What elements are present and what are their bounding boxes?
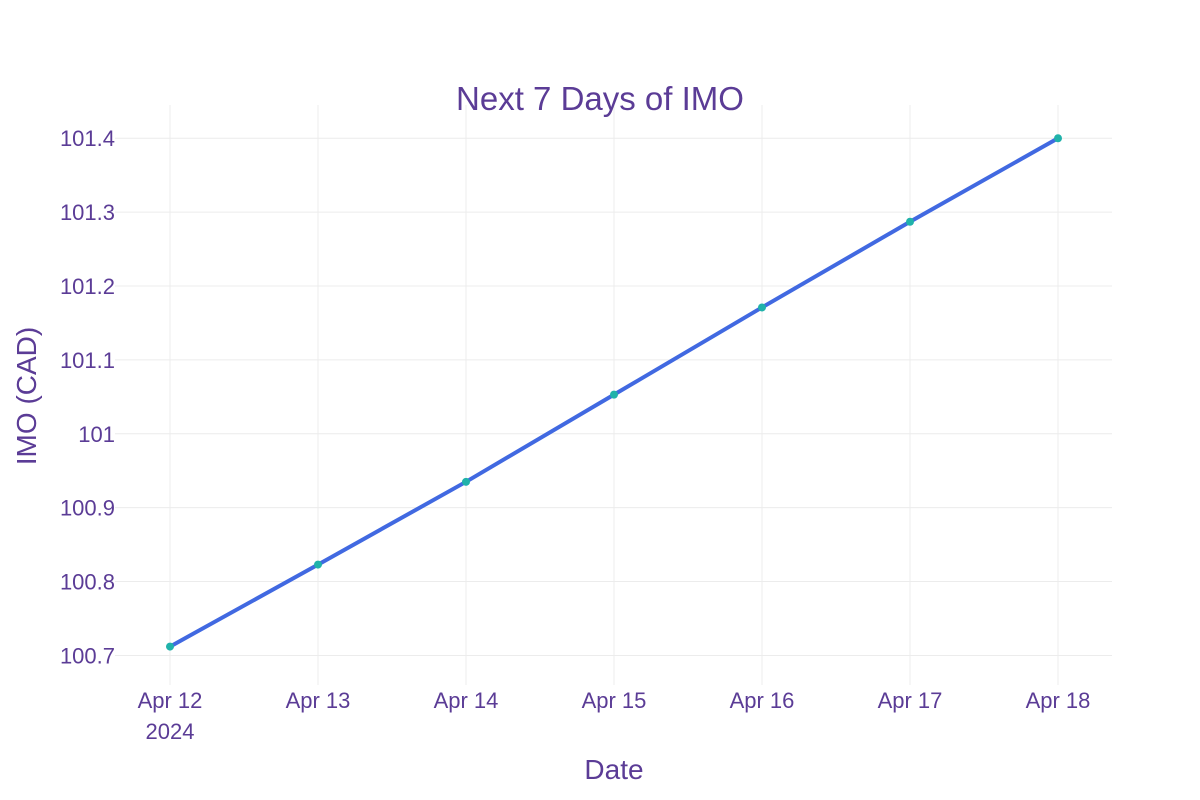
y-tick-label: 100.9 (60, 496, 115, 521)
x-tick-label: Apr 14 (434, 688, 499, 713)
y-tick-label: 101.4 (60, 126, 115, 151)
x-tick-label: Apr 13 (286, 688, 351, 713)
y-axis-ticks: 100.7 100.8 100.9 101 101.1 101.2 101.3 101.4 (60, 126, 115, 668)
y-tick-label: 101.2 (60, 274, 115, 299)
y-tick-label: 100.7 (60, 643, 115, 668)
x-axis-title: Date (584, 754, 643, 785)
data-point[interactable] (610, 390, 618, 399)
y-tick-label: 101.1 (60, 348, 115, 373)
y-tick-label: 101.3 (60, 200, 115, 225)
data-point[interactable] (906, 217, 914, 226)
x-tick-label: Apr 12 (138, 688, 203, 713)
x-tick-label: Apr 18 (1026, 688, 1091, 713)
data-point[interactable] (1054, 134, 1062, 143)
x-axis-ticks: Apr 12 Apr 13 Apr 14 Apr 15 Apr 16 Apr 17 Apr … (138, 688, 1091, 744)
data-point[interactable] (462, 477, 470, 486)
chart-title: Next 7 Days of IMO (456, 80, 744, 117)
data-point[interactable] (166, 642, 174, 651)
x-tick-year-label: 2024 (146, 719, 195, 744)
data-point[interactable] (758, 303, 766, 312)
y-axis-title: IMO (CAD) (11, 327, 42, 465)
x-tick-label: Apr 16 (730, 688, 795, 713)
grid (115, 105, 1112, 685)
data-point[interactable] (314, 560, 322, 569)
x-tick-label: Apr 15 (582, 688, 647, 713)
series (166, 134, 1062, 651)
y-tick-label: 101 (78, 422, 115, 447)
y-tick-label: 100.8 (60, 570, 115, 595)
x-tick-label: Apr 17 (878, 688, 943, 713)
